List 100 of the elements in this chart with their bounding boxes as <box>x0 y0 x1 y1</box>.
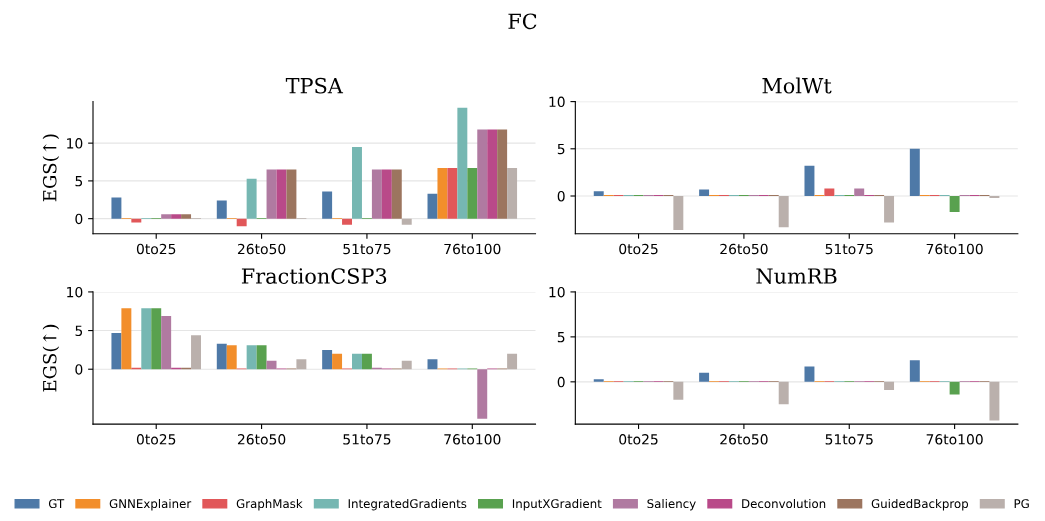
y-tick-label: 10 <box>549 96 565 108</box>
bar <box>181 214 192 219</box>
x-tick-label: 26to50 <box>720 243 768 255</box>
bar <box>171 214 182 219</box>
bar <box>804 165 815 196</box>
bar <box>286 169 297 219</box>
bar <box>401 218 412 225</box>
bar <box>989 381 1000 421</box>
bar <box>457 107 468 219</box>
bar <box>487 129 498 219</box>
legend-label: Deconvolution <box>742 498 826 509</box>
bar <box>401 360 412 370</box>
bar <box>909 360 920 382</box>
bar <box>804 366 815 382</box>
bar <box>352 146 362 219</box>
bar <box>447 168 458 219</box>
bar <box>111 197 122 219</box>
x-tick-label: 76to100 <box>444 434 501 445</box>
legend-label: PG <box>1014 499 1029 509</box>
bar <box>121 308 132 370</box>
bar <box>949 381 960 395</box>
bar <box>276 169 287 219</box>
bar <box>111 332 122 370</box>
bar <box>266 169 277 219</box>
x-tick-label: 26to50 <box>237 243 286 255</box>
legend-label: InputXGradient <box>512 498 602 511</box>
bar <box>332 353 343 370</box>
legend-label: GraphMask <box>236 498 303 511</box>
chart-title: FractionCSP3 <box>241 268 387 284</box>
chart-title: MolWt <box>762 77 832 94</box>
bar <box>151 308 162 370</box>
bar <box>236 218 247 227</box>
x-tick-label: 76to100 <box>926 243 983 255</box>
bar <box>246 178 257 219</box>
bar <box>699 372 710 382</box>
bar <box>342 218 353 225</box>
x-tick-label: 51to75 <box>825 243 873 255</box>
x-tick-label: 0to25 <box>136 243 176 255</box>
bar <box>673 196 684 230</box>
bar <box>699 189 710 196</box>
bar <box>884 196 895 223</box>
bar <box>477 369 488 419</box>
x-tick-label: 0to25 <box>136 434 176 445</box>
chart-title: NumRB <box>756 268 837 284</box>
y-tick-label: 0 <box>75 364 83 375</box>
bar <box>191 335 201 370</box>
bar <box>352 353 362 370</box>
bar <box>507 353 518 370</box>
bar <box>427 193 438 219</box>
y-tick-label: 0 <box>75 213 83 225</box>
y-tick-label: 0 <box>557 190 565 202</box>
bar <box>778 381 789 405</box>
x-tick-label: 0to25 <box>619 434 658 445</box>
bar <box>141 308 152 370</box>
bar <box>824 188 835 196</box>
bar <box>361 353 372 370</box>
bar <box>854 188 865 196</box>
y-tick-label: 5 <box>557 332 565 343</box>
bar <box>593 191 604 196</box>
bar <box>507 168 518 219</box>
x-tick-label: 26to50 <box>237 434 286 445</box>
bar <box>437 168 448 219</box>
y-axis-title: EGS(↑) <box>42 134 60 202</box>
bar <box>322 191 333 219</box>
legend-label: GT <box>48 499 65 509</box>
bar <box>161 214 172 219</box>
x-tick-label: 51to75 <box>825 434 873 445</box>
bar <box>246 345 257 370</box>
legend-label: GuidedBackprop <box>871 498 969 511</box>
y-tick-label: 10 <box>67 286 83 298</box>
bar <box>296 359 307 370</box>
chart-title: TPSA <box>285 77 344 94</box>
bar <box>467 168 478 219</box>
y-tick-label: 5 <box>557 143 565 155</box>
bar <box>216 343 227 370</box>
legend-label: IntegratedGradients <box>348 498 467 511</box>
bar <box>322 349 333 370</box>
y-tick-label: 10 <box>549 286 565 298</box>
bar <box>427 359 438 370</box>
text: FC <box>508 13 537 30</box>
bar <box>216 200 227 219</box>
bar <box>477 129 488 219</box>
y-tick-label: 10 <box>67 138 83 149</box>
x-tick-label: 0to25 <box>619 243 658 255</box>
x-tick-label: 51to75 <box>343 243 391 255</box>
x-tick-label: 51to75 <box>343 434 391 445</box>
bar <box>593 379 604 382</box>
bar <box>266 360 277 370</box>
y-axis-title: EGS(↑) <box>42 324 60 392</box>
bar <box>226 345 237 370</box>
bar <box>161 315 172 370</box>
bar <box>256 345 267 370</box>
legend-label: Saliency <box>647 498 696 511</box>
bar <box>778 196 789 228</box>
bar <box>497 129 508 219</box>
bar <box>884 381 895 390</box>
legend-label: GNNExplainer <box>109 498 192 511</box>
y-tick-label: 5 <box>75 176 83 187</box>
x-tick-label: 76to100 <box>444 243 501 255</box>
bar <box>381 169 392 219</box>
